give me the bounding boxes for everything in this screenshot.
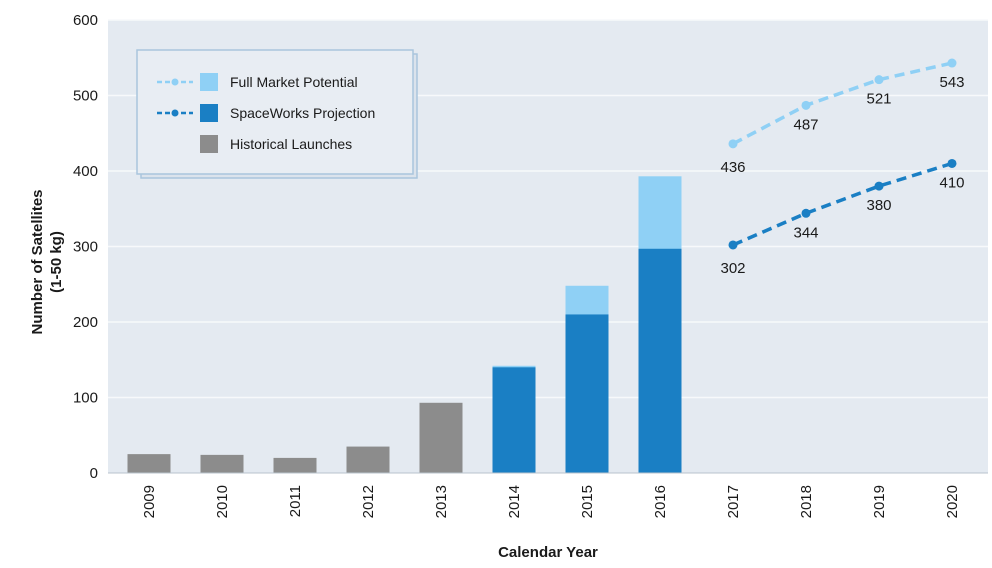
x-tick-label: 2018	[798, 485, 815, 518]
legend-marker	[171, 78, 179, 86]
y-axis-title-line-1: Number of Satellites	[29, 189, 46, 334]
x-tick-label: 2010	[214, 485, 231, 518]
y-tick-label: 200	[73, 314, 98, 331]
y-tick-label: 400	[73, 163, 98, 180]
data-label: 487	[793, 116, 818, 133]
legend-label: Full Market Potential	[230, 74, 358, 90]
label-layer: 436 487 521 543 302 344 380 410	[720, 74, 964, 277]
x-tick-label: 2016	[652, 485, 669, 518]
legend-label: Historical Launches	[230, 136, 352, 152]
x-tick-label: 2013	[433, 485, 450, 518]
bar	[346, 446, 390, 473]
series-line	[732, 161, 953, 247]
bar	[638, 248, 682, 473]
data-label: 380	[866, 197, 891, 214]
x-tick-label: 2015	[579, 485, 596, 518]
data-point	[801, 208, 811, 218]
x-tick-label: 2009	[141, 485, 158, 518]
data-label: 344	[793, 224, 818, 241]
legend-marker	[171, 109, 179, 117]
x-tick-label: 2019	[871, 485, 888, 518]
y-axis-title-line-2: (1-50 kg)	[48, 231, 65, 293]
data-point	[874, 181, 884, 191]
data-point	[947, 58, 957, 68]
y-tick-label: 500	[73, 88, 98, 105]
data-label: 410	[939, 174, 964, 191]
y-tick-label: 100	[73, 390, 98, 407]
y-axis-title: Number of Satellites (1-50 kg)	[29, 189, 65, 334]
x-tick-label: 2011	[287, 485, 304, 517]
data-point	[728, 139, 738, 149]
data-point	[801, 100, 811, 110]
x-tick-label: 2020	[944, 485, 961, 518]
y-tick-label: 300	[73, 239, 98, 256]
legend-swatch	[200, 104, 218, 122]
bar	[565, 314, 609, 473]
data-point	[728, 240, 738, 250]
legend-swatch	[200, 73, 218, 91]
line-layer	[728, 58, 957, 250]
legend-label: SpaceWorks Projection	[230, 105, 375, 121]
legend: Full Market Potential SpaceWorks Projecti…	[136, 49, 418, 179]
bar	[492, 367, 536, 473]
axis-layer: 0 100 200 300 400 500 600 2009 2010 2011 2012 2013 2…	[73, 12, 988, 518]
series-line	[732, 61, 953, 146]
data-label: 521	[866, 91, 891, 108]
x-tick-label: 2014	[506, 485, 523, 518]
bar	[200, 454, 244, 473]
bar	[127, 454, 171, 473]
bar-layer	[127, 176, 682, 473]
y-tick-label: 600	[73, 12, 98, 29]
x-tick-label: 2012	[360, 485, 377, 518]
data-point	[874, 75, 884, 85]
bar	[419, 402, 463, 473]
x-tick-label: 2017	[725, 485, 742, 518]
data-label: 302	[720, 260, 745, 277]
data-point	[947, 158, 957, 168]
y-tick-label: 0	[90, 465, 98, 482]
data-label: 543	[939, 74, 964, 91]
data-label: 436	[720, 159, 745, 176]
legend-swatch	[200, 135, 218, 153]
x-axis-title: Calendar Year	[498, 544, 598, 561]
bar	[273, 457, 317, 473]
